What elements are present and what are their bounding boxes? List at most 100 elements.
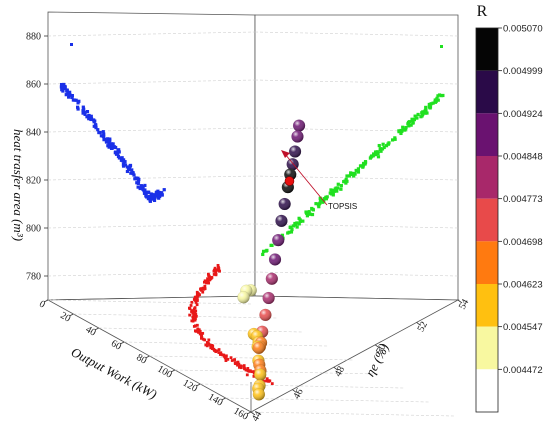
projection-xz-point bbox=[68, 90, 72, 94]
projection-yz-point bbox=[359, 164, 363, 168]
y-tick-label: 48 bbox=[333, 365, 347, 379]
projection-xz-point bbox=[154, 191, 158, 195]
projection-xy-point bbox=[194, 314, 198, 318]
projection-xz-point bbox=[135, 181, 139, 185]
pareto-point bbox=[292, 119, 306, 132]
pareto-point bbox=[262, 291, 275, 305]
colorbar-tick-label: 0.004698 bbox=[503, 237, 543, 248]
colorbar: 0.005070 0.004999 0.004924 0.004848 0.004773… bbox=[475, 24, 543, 413]
projection-xy-point bbox=[198, 332, 202, 336]
projection-xy-point bbox=[212, 273, 216, 276]
projection-xz-point bbox=[70, 95, 74, 99]
projection-xy-point bbox=[217, 348, 221, 351]
projection-xy-point bbox=[193, 295, 197, 299]
projection-xy-point bbox=[207, 281, 211, 285]
projection-xz-point bbox=[134, 177, 139, 181]
colorbar-segment bbox=[476, 156, 498, 199]
projection-xz-point bbox=[152, 196, 157, 201]
projection-xy-point bbox=[196, 299, 199, 302]
projection-yz-point bbox=[373, 150, 378, 154]
projection-yz-point bbox=[431, 101, 435, 105]
projection-xz-point bbox=[62, 82, 66, 87]
projection-xy-point bbox=[224, 354, 228, 358]
projection-xz-point bbox=[99, 134, 103, 138]
projection-yz-point bbox=[305, 214, 310, 218]
projection-xz-point bbox=[157, 190, 162, 195]
projection-xz-point bbox=[87, 117, 91, 121]
projection-yz-point bbox=[402, 128, 406, 132]
projection-xz-point bbox=[108, 137, 112, 141]
projection-yz-point bbox=[437, 93, 442, 97]
projection-xy-point bbox=[191, 315, 195, 319]
x-tick-label: 60 bbox=[109, 338, 123, 353]
projection-yz-point bbox=[404, 125, 408, 130]
projection-xy-point bbox=[217, 351, 221, 354]
projection-xy-point bbox=[202, 280, 206, 284]
projection-yz-point bbox=[407, 120, 411, 124]
projection-xz-point bbox=[108, 139, 112, 143]
projection-xz-point bbox=[66, 91, 70, 95]
projection-xz-point bbox=[129, 171, 133, 175]
x-tick-label: 40 bbox=[84, 324, 98, 339]
projection-xz-point bbox=[61, 89, 65, 93]
projection-xz-point bbox=[76, 105, 80, 109]
projection-xz-point bbox=[147, 194, 152, 199]
projection-xy-point bbox=[206, 277, 209, 281]
projection-yz-point bbox=[280, 233, 285, 237]
projection-xy-point bbox=[219, 352, 223, 356]
projection-xz-point bbox=[146, 197, 150, 201]
projection-yz-point bbox=[414, 116, 418, 120]
colorbar-segment bbox=[476, 70, 498, 114]
projection-yz-point bbox=[336, 186, 340, 190]
projection-yz-point bbox=[376, 151, 380, 156]
projection-xy-point bbox=[191, 309, 194, 312]
projection-yz-point bbox=[422, 110, 427, 114]
projection-xz-point bbox=[94, 124, 98, 128]
pareto-point bbox=[275, 214, 288, 228]
projection-xy-point bbox=[250, 370, 254, 374]
projection-xz-point bbox=[141, 185, 145, 189]
colorbar-segment bbox=[476, 369, 498, 412]
projection-xz-point bbox=[127, 167, 131, 171]
projection-yz-point bbox=[329, 188, 333, 192]
projection-yz-point bbox=[298, 218, 302, 222]
projection-yz-point bbox=[307, 210, 311, 214]
projection-yz-point bbox=[410, 117, 414, 121]
projection-xy-point bbox=[246, 367, 250, 370]
projection-xy-point bbox=[219, 351, 223, 355]
projection-xy-point bbox=[207, 274, 211, 278]
projection-xz-point bbox=[121, 164, 126, 168]
projection-yz-point bbox=[332, 189, 336, 193]
projection-xy-point bbox=[207, 338, 211, 342]
projection-xy-point bbox=[216, 268, 219, 272]
projection-yz-point bbox=[261, 249, 266, 253]
projection-xz-point bbox=[101, 134, 105, 138]
projection-xy-point bbox=[207, 343, 211, 346]
projection-xy-point bbox=[243, 367, 247, 371]
projection-yz-point bbox=[401, 125, 405, 129]
projection-xz-point bbox=[97, 130, 101, 135]
colorbar-tick-label: 0.004999 bbox=[503, 66, 543, 77]
projection-xy-point bbox=[192, 311, 196, 315]
projection-xz-point bbox=[85, 110, 90, 114]
topsis-point bbox=[284, 176, 295, 186]
projection-xy-point bbox=[193, 317, 197, 321]
projection-xz-point bbox=[151, 193, 155, 197]
projection-xy-point bbox=[205, 344, 209, 348]
z-tick-label: 880 bbox=[26, 32, 41, 43]
projection-yz-point bbox=[399, 131, 403, 136]
projection-yz-point bbox=[368, 156, 373, 160]
projection-xz-point bbox=[157, 194, 161, 198]
projection-yz-point bbox=[318, 196, 322, 200]
projection-xz-point bbox=[123, 163, 128, 167]
y-tick-label: 46 bbox=[291, 387, 305, 401]
projection-yz-point bbox=[356, 170, 361, 174]
projection-yz-point bbox=[356, 167, 361, 171]
projection-xz-point bbox=[125, 169, 130, 174]
projection-xy-point bbox=[265, 379, 268, 383]
projection-xy-point bbox=[265, 377, 269, 381]
colorbar-frame bbox=[475, 27, 499, 413]
projection-xz-point bbox=[139, 184, 143, 188]
projection-xy-point bbox=[238, 365, 241, 369]
colorbar-tick-label: 0.004547 bbox=[503, 322, 543, 333]
